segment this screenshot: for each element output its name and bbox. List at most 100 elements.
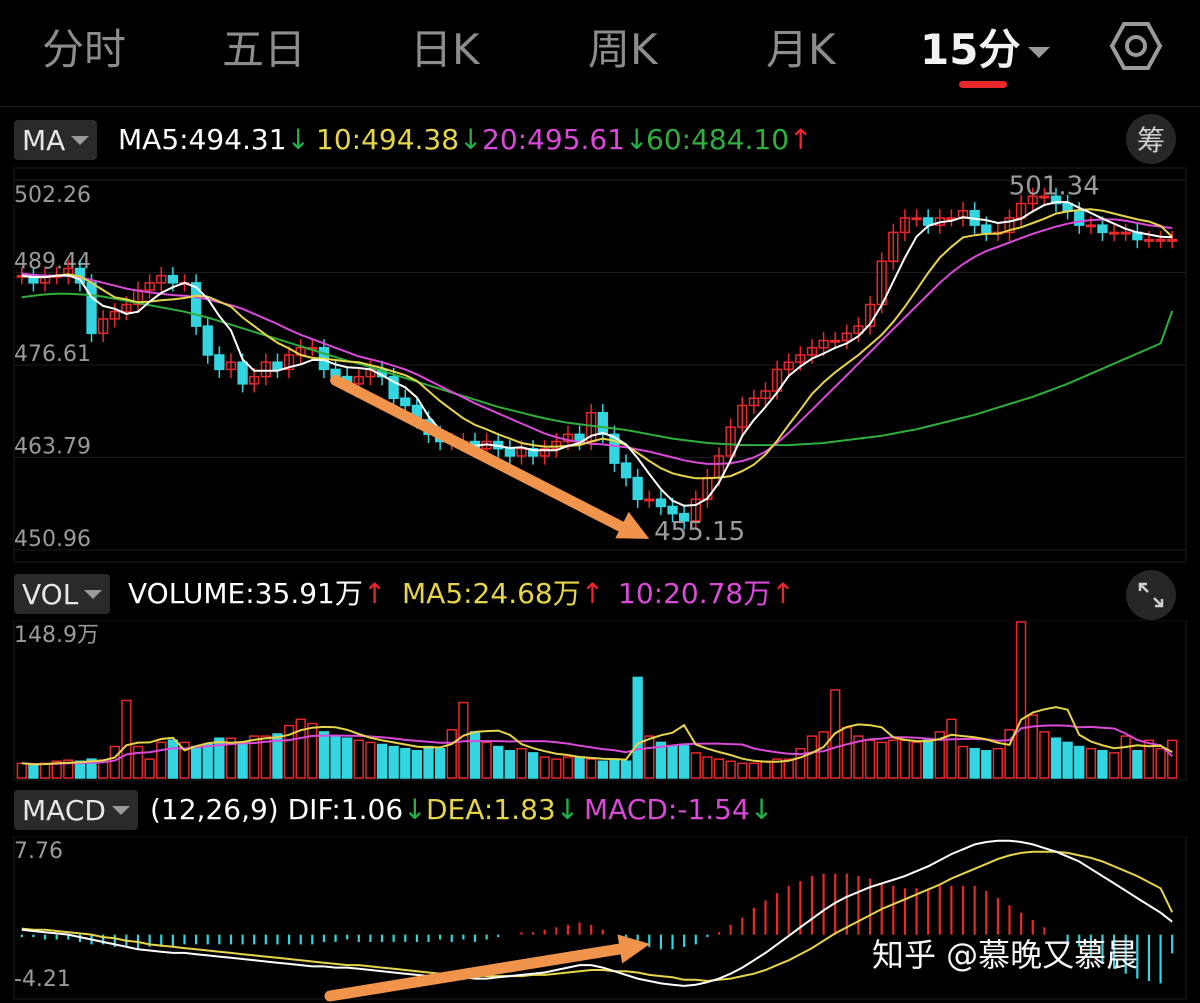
- ma20-legend: 20:495.61↓: [482, 118, 649, 162]
- volume-bar: [771, 758, 783, 779]
- chip-distribution-button[interactable]: 筹: [1126, 114, 1176, 164]
- volume-bar: [713, 758, 725, 779]
- volume-bar: [574, 756, 585, 779]
- volume-bar: [760, 760, 771, 779]
- candle-body: [841, 332, 852, 342]
- volume-bar: [167, 739, 179, 779]
- tab-weekly-k[interactable]: 周K: [588, 25, 658, 74]
- tab-intraday[interactable]: 分时: [42, 25, 127, 74]
- volume-bar: [957, 745, 969, 779]
- candle-body: [678, 512, 690, 522]
- volume-bar: [888, 739, 899, 779]
- macd-value-legend: MACD:-1.54↓: [584, 788, 773, 832]
- volume-bar: [795, 747, 806, 779]
- price-y-tick-label: 476.61: [14, 342, 91, 367]
- macd-indicator-selector[interactable]: MACD: [14, 790, 138, 830]
- price-y-tick-label: 463.79: [14, 434, 91, 459]
- volume-bar: [516, 747, 527, 779]
- candle-body: [644, 498, 655, 502]
- dea-legend: DEA:1.83↓: [426, 788, 579, 832]
- candle-body: [144, 282, 155, 291]
- volume-bar: [318, 731, 330, 779]
- expand-button[interactable]: [1126, 570, 1176, 620]
- volume-bar: [1143, 739, 1155, 779]
- settings-gear-icon[interactable]: [1108, 18, 1164, 74]
- tab-daily-k[interactable]: 日K: [410, 25, 480, 74]
- header-divider: [0, 106, 1200, 107]
- vol-ma10-trend-arrow: ↑: [771, 577, 795, 610]
- candle-body: [388, 375, 399, 399]
- volume-trend-arrow: ↑: [362, 577, 387, 610]
- macd-legend: MACD (12,26,9) DIF:1.06↓ DEA:1.83↓ MACD:…: [0, 788, 1200, 832]
- volume-bar: [632, 676, 643, 779]
- macd-trend-arrow: ↓: [749, 793, 774, 826]
- volume-bar: [144, 758, 155, 779]
- volume-bar: [365, 741, 376, 779]
- volume-bar: [469, 731, 481, 779]
- vol-ma5-legend: MA5:24.68万↑: [402, 572, 604, 616]
- volume-bar: [1004, 729, 1015, 779]
- volume-bar: [876, 741, 887, 779]
- dea-value: DEA:1.83: [426, 793, 556, 826]
- candle-body: [249, 375, 260, 385]
- ma-indicator-selector[interactable]: MA: [14, 120, 98, 160]
- ma10-line: [21, 208, 1173, 480]
- watermark: 知乎 @慕晚又慕晨: [872, 936, 1139, 974]
- volume-bar: [527, 752, 539, 779]
- tab-15min[interactable]: 15分: [920, 16, 1051, 77]
- candle-body: [97, 318, 109, 335]
- volume-bar: [74, 760, 86, 779]
- tab-monthly-k[interactable]: 月K: [766, 25, 836, 74]
- candle-body: [1085, 224, 1097, 228]
- candle-body: [911, 217, 922, 221]
- ma60-line: [21, 292, 1174, 447]
- volume-bar: [586, 758, 597, 779]
- candle-body: [86, 282, 97, 335]
- chevron-down-icon: [71, 135, 90, 145]
- volume-bar: [388, 745, 399, 779]
- candle-body: [1050, 195, 1062, 205]
- candle-body: [504, 447, 516, 457]
- tab-five-day[interactable]: 五日: [222, 25, 307, 74]
- volume-bar: [342, 737, 353, 779]
- volume-bar: [1097, 750, 1108, 779]
- vol-indicator-selector[interactable]: VOL: [14, 574, 111, 614]
- candle-body: [225, 361, 237, 371]
- candle-body: [1097, 224, 1108, 234]
- candle-body: [202, 325, 213, 356]
- candle-body: [156, 274, 167, 284]
- active-tab-indicator: [959, 81, 1007, 88]
- price-y-tick-label: 502.26: [14, 183, 91, 208]
- chevron-down-icon: [1028, 47, 1051, 58]
- ma10-trend-arrow: ↓: [459, 123, 483, 156]
- volume-bar: [1039, 731, 1050, 779]
- volume-bar: [16, 762, 27, 779]
- volume-bar: [969, 747, 980, 779]
- vol-ma10-value: 10:20.78万: [618, 577, 772, 610]
- candle-body: [632, 476, 643, 500]
- ma-selector-label: MA: [22, 123, 66, 157]
- candle-body: [214, 354, 225, 371]
- candle-body: [1027, 195, 1038, 205]
- candle-body: [655, 498, 667, 508]
- volume-chart[interactable]: 148.9万: [0, 620, 1200, 782]
- candle-body: [853, 325, 864, 335]
- macd-y-tick-label: -4.21: [14, 967, 71, 992]
- volume-bar: [86, 758, 97, 779]
- candle-body: [783, 361, 794, 371]
- volume-bar: [481, 741, 492, 779]
- volume-bar: [690, 752, 701, 779]
- candle-body: [1004, 217, 1015, 234]
- volume-y-tick-label: 148.9万: [14, 623, 99, 648]
- price-chart[interactable]: 502.26489.44476.61463.79450.96501.34455.…: [0, 166, 1200, 566]
- ma10-legend: 10:494.38↓: [316, 118, 483, 162]
- candle-body: [1120, 231, 1131, 235]
- candle-body: [400, 397, 411, 407]
- price-y-tick-label: 450.96: [14, 527, 91, 552]
- candle-body: [818, 339, 829, 349]
- candle-body: [1108, 231, 1120, 235]
- volume-bar: [934, 731, 945, 779]
- macd-chart[interactable]: 7.76 -4.21: [0, 836, 1200, 1003]
- candle-body: [597, 411, 608, 436]
- volume-bar: [1167, 739, 1178, 779]
